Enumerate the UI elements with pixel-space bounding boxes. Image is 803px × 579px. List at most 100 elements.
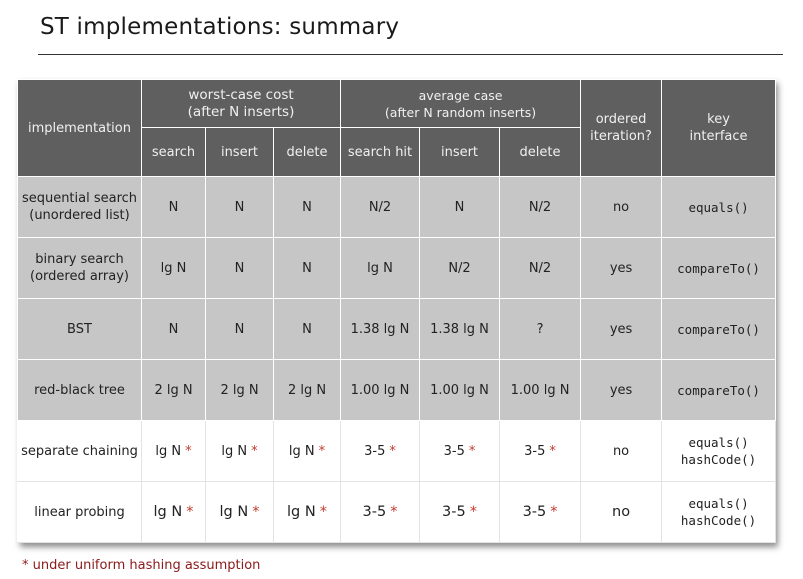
cell-value: lg N <box>221 443 248 459</box>
key-line1: compareTo() <box>677 321 760 337</box>
header-worst-case-line1: worst-case cost <box>188 86 294 103</box>
ordered-cell: yes <box>580 237 663 299</box>
ordered-cell: no <box>580 176 663 238</box>
header-key-line2: interface <box>689 129 748 144</box>
cell: N/2 <box>419 237 501 299</box>
slide-title: ST implementations: summary <box>40 14 400 40</box>
key-interface-cell: compareTo() <box>661 359 777 421</box>
cell: lg N * <box>205 481 274 543</box>
table-row: linear probing lg N * lg N * lg N * 3-5 * 3-… <box>17 481 777 543</box>
cell: N <box>141 176 206 238</box>
cell-value: 3-5 <box>364 443 386 459</box>
footnote: * under uniform hashing assumption <box>22 558 261 573</box>
cell: 1.00 lg N <box>340 359 421 421</box>
ordered-cell: no <box>580 420 663 482</box>
asterisk-mark: * <box>186 503 194 520</box>
header-key-interface: key interface <box>661 79 777 177</box>
key-line2: hashCode() <box>680 452 757 467</box>
header-sub-delete: delete <box>272 127 342 177</box>
row-name-line1: binary search <box>35 252 124 267</box>
cell: 2 lg N <box>205 359 274 421</box>
cell: lg N * <box>141 420 206 482</box>
row-name-line2: (unordered list) <box>29 208 130 223</box>
asterisk-mark: * <box>185 443 192 459</box>
key-line1: equals() <box>688 496 749 511</box>
cell: N <box>141 298 206 360</box>
cell: N <box>205 237 274 299</box>
cell: 1.00 lg N <box>499 359 582 421</box>
table-row: binary search (ordered array) lg N N N l… <box>17 237 777 299</box>
cell: 3-5 * <box>340 420 421 482</box>
cell-value: lg N <box>287 503 316 520</box>
cell-value: lg N <box>153 503 183 520</box>
asterisk-mark: * <box>468 443 476 459</box>
row-name: separate chaining <box>17 420 142 482</box>
key-interface-cell: compareTo() <box>661 298 777 360</box>
cell: N <box>419 176 501 238</box>
key-line1: compareTo() <box>677 260 760 276</box>
cell: N/2 <box>499 176 582 238</box>
key-interface-cell: compareTo() <box>661 237 777 299</box>
cell-value: 3-5 <box>443 443 465 459</box>
row-name: linear probing <box>17 481 142 543</box>
key-interface-cell: equals() hashCode() <box>661 481 777 543</box>
cell: lg N * <box>141 481 206 543</box>
cell: 1.38 lg N <box>419 298 501 360</box>
cell-value: 3-5 <box>522 503 547 520</box>
header-average-case-line1: average case <box>418 87 503 103</box>
table-row: BST N N N 1.38 lg N 1.38 lg N ? yes comp… <box>17 298 777 360</box>
cell: 2 lg N <box>141 359 206 421</box>
cell: 3-5 * <box>499 481 582 543</box>
table-row: separate chaining lg N * lg N * lg N * 3-5 *… <box>17 420 777 482</box>
row-name: sequential search (unordered list) <box>17 176 142 238</box>
key-interface-cell: equals() hashCode() <box>661 420 777 482</box>
header-sub-avg-delete: delete <box>499 127 582 177</box>
row-name: red-black tree <box>17 359 142 421</box>
cell: 3-5 * <box>499 420 582 482</box>
asterisk-mark: * <box>549 443 556 459</box>
key-line2: hashCode() <box>680 513 757 528</box>
header-worst-case: worst-case cost (after N inserts) <box>140 79 342 128</box>
asterisk-mark: * <box>252 503 260 520</box>
cell-value: 3-5 <box>442 503 466 520</box>
asterisk-mark: * <box>319 503 327 520</box>
title-divider <box>38 54 783 55</box>
key-line1: compareTo() <box>677 382 760 398</box>
cell: lg N * <box>272 481 342 543</box>
cell: 3-5 * <box>340 481 421 543</box>
cell: 3-5 * <box>419 420 501 482</box>
key-line1: equals() <box>688 435 749 450</box>
header-sub-search-hit: search hit <box>340 127 421 177</box>
cell-value: 3-5 <box>362 503 387 520</box>
cell: N/2 <box>340 176 421 238</box>
ordered-cell: yes <box>580 359 663 421</box>
header-sub-avg-insert: insert <box>419 127 501 177</box>
cell: N <box>272 237 342 299</box>
cell: N <box>205 298 274 360</box>
table-row: red-black tree 2 lg N 2 lg N 2 lg N 1.00… <box>17 359 777 421</box>
row-name: BST <box>17 298 142 360</box>
header-sub-insert: insert <box>205 127 274 177</box>
row-name-line1: sequential search <box>21 191 138 206</box>
cell-value: 3-5 <box>524 443 546 459</box>
key-interface-cell: equals() <box>661 176 777 238</box>
cell: lg N * <box>272 420 342 482</box>
cell: N <box>205 176 274 238</box>
header-implementation: implementation <box>17 79 142 177</box>
ordered-cell: no <box>580 481 663 543</box>
table-row: sequential search (unordered list) N N N… <box>17 176 777 238</box>
asterisk-mark: * <box>550 503 558 520</box>
cell-value: lg N <box>288 443 315 459</box>
asterisk-mark: * <box>389 443 396 459</box>
cell: ? <box>499 298 582 360</box>
cell: N/2 <box>499 237 582 299</box>
cell: 2 lg N <box>272 359 342 421</box>
asterisk-mark: * <box>318 443 326 459</box>
cell: lg N <box>141 237 206 299</box>
row-name-line2: (ordered array) <box>30 269 129 284</box>
cell: 3-5 * <box>419 481 501 543</box>
asterisk-mark: * <box>251 443 258 459</box>
asterisk-mark: * <box>390 503 398 520</box>
key-line1: equals() <box>688 199 749 215</box>
cell: lg N * <box>205 420 274 482</box>
